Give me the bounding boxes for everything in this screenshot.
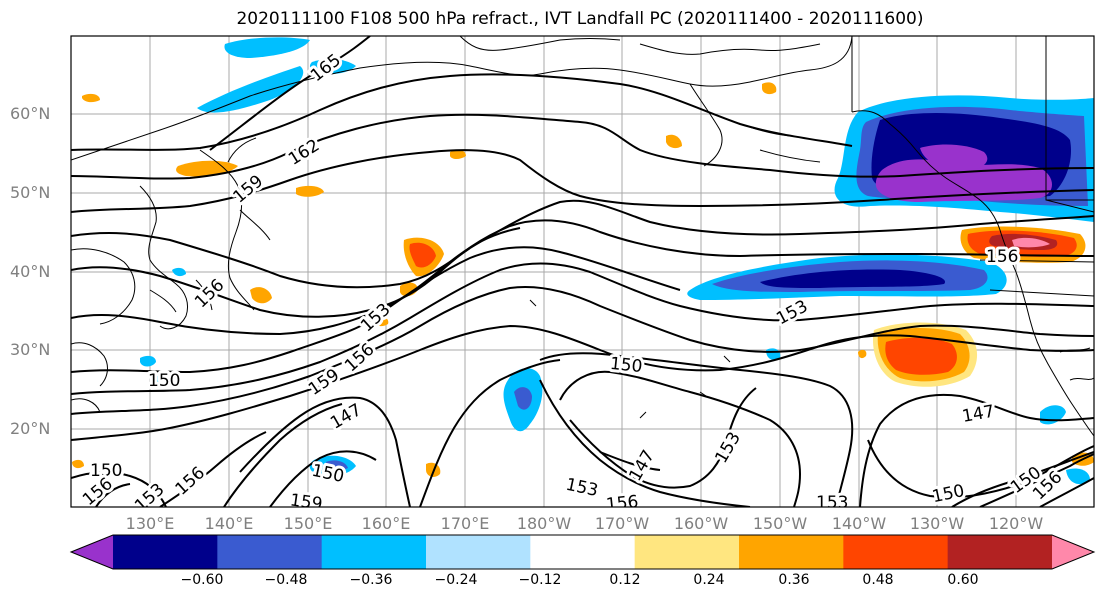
contour-label-halo: 150 xyxy=(609,354,643,377)
contour-label-halo: 150 xyxy=(148,371,180,391)
contour-label: 150 xyxy=(90,461,122,481)
lon-label-140w: 140°W xyxy=(831,514,887,533)
lat-label-50n: 50°N xyxy=(10,183,51,202)
lon-label-180w: 180°W xyxy=(516,514,572,533)
map-title: 2020111100 F108 500 hPa refract., IVT La… xyxy=(236,9,924,29)
contour-label: 156 xyxy=(605,492,639,515)
colorbar-segment xyxy=(843,535,949,569)
lon-label-130w: 130°W xyxy=(909,514,965,533)
colorbar-extend-high xyxy=(1052,535,1094,569)
contour-label-halo: 153 xyxy=(816,493,848,513)
contour-label: 150 xyxy=(148,371,180,391)
contour-label-halo: 150 xyxy=(90,461,122,481)
colorbar-tick-label: 0.48 xyxy=(862,572,894,588)
positive-anomaly-patches xyxy=(72,82,1094,477)
negative-anomaly-gulf-of-alaska xyxy=(834,95,1094,222)
colorbar-tick-label: 0.24 xyxy=(693,572,725,588)
colorbar xyxy=(69,534,1096,570)
negative-anomaly-pacific-streak xyxy=(687,254,1007,300)
lon-label-140e: 140°E xyxy=(204,514,254,533)
colorbar-tick-label: 0.36 xyxy=(778,572,810,588)
colorbar-segment xyxy=(113,535,218,569)
lat-label-40n: 40°N xyxy=(10,262,51,281)
lon-label-160e: 160°E xyxy=(361,514,411,533)
colorbar-segment xyxy=(217,535,323,569)
contour-label: 156 xyxy=(986,247,1018,267)
contour-label-halo: 156 xyxy=(986,247,1018,267)
colorbar-tick-label: −0.12 xyxy=(518,572,562,588)
lat-label-20n: 20°N xyxy=(10,419,51,438)
colorbar-segment xyxy=(530,535,636,569)
colorbar-outline xyxy=(69,534,1096,570)
colorbar-segment xyxy=(947,535,1053,569)
colorbar-segment xyxy=(426,535,531,569)
lon-label-170w: 170°W xyxy=(594,514,650,533)
colorbar-tick-label: −0.24 xyxy=(434,572,478,588)
colorbar-segment xyxy=(739,535,844,569)
contours xyxy=(71,36,1094,507)
lon-label-120w: 120°W xyxy=(988,514,1044,533)
lat-label-60n: 60°N xyxy=(10,104,51,123)
lon-label-170e: 170°E xyxy=(440,514,490,533)
lat-label-30n: 30°N xyxy=(10,340,51,359)
colorbar-extend-low xyxy=(71,535,113,569)
colorbar-tick-label: 0.12 xyxy=(609,572,641,588)
contour-label: 159 xyxy=(289,490,324,514)
colorbar-tick-label: 0.60 xyxy=(947,572,979,588)
colorbar-tick-label: −0.60 xyxy=(180,572,224,588)
map-border xyxy=(70,35,1095,508)
lon-label-160w: 160°W xyxy=(673,514,729,533)
colorbar-segment xyxy=(321,535,427,569)
lon-label-130e: 130°E xyxy=(125,514,175,533)
contour-label: 153 xyxy=(816,493,848,513)
colorbar-segment xyxy=(634,535,740,569)
lon-label-150w: 150°W xyxy=(752,514,808,533)
lon-label-150e: 150°E xyxy=(283,514,333,533)
contour-label: 150 xyxy=(609,354,643,377)
colorbar-tick-label: −0.48 xyxy=(264,572,308,588)
colorbar-tick-label: −0.36 xyxy=(349,572,393,588)
